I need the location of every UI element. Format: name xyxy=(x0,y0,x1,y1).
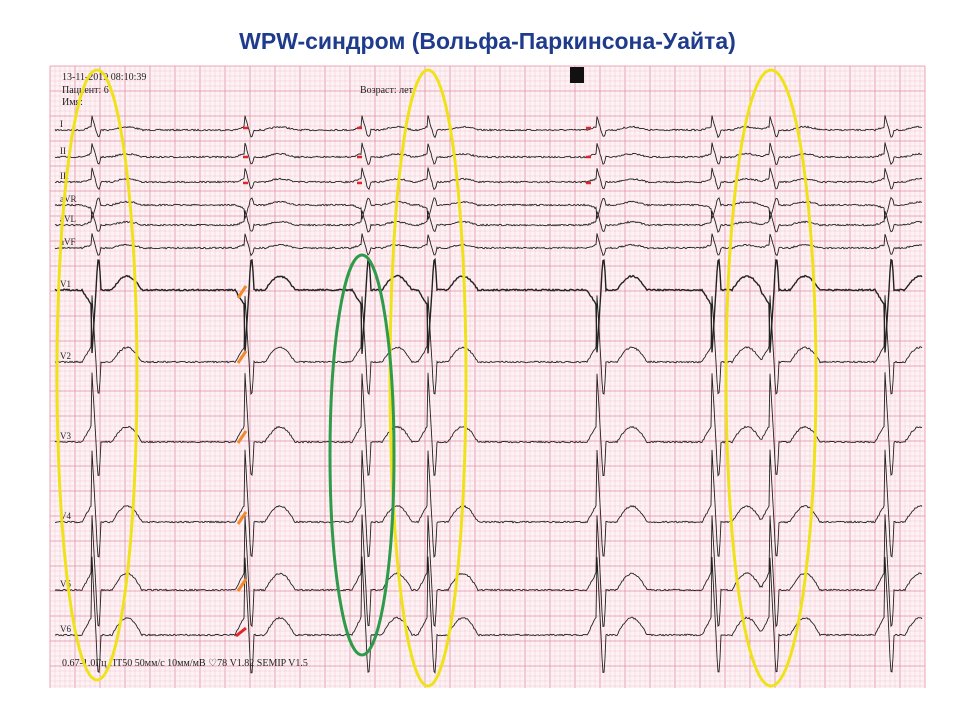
lead-label: V4 xyxy=(60,511,71,521)
ecg-trace xyxy=(54,556,923,674)
ecg-footer: 0.67-1.0Гц ПТ50 50мм/с 10мм/мВ ♡78 V1.82… xyxy=(62,658,308,669)
lead-label: I xyxy=(60,119,63,129)
orange-marker xyxy=(236,578,248,592)
ecg-trace xyxy=(54,115,923,139)
lead-label: aVR xyxy=(60,194,77,204)
yellow-ellipse xyxy=(55,68,139,682)
lead-label: aVL xyxy=(60,214,76,224)
ecg-trace xyxy=(54,209,923,233)
ecg-paper xyxy=(50,66,925,688)
lead-label: V6 xyxy=(60,624,71,634)
ecg-trace xyxy=(54,514,923,628)
green-ellipse xyxy=(328,253,396,657)
ecg-trace xyxy=(54,372,923,477)
yellow-ellipse xyxy=(388,68,468,688)
lead-label: V2 xyxy=(60,351,71,361)
slide-title: WPW-синдром (Вольфа-Паркинсона-Уайта) xyxy=(239,28,736,54)
lead-label: V1 xyxy=(60,279,71,289)
ecg-trace xyxy=(55,449,923,558)
lead-label: III xyxy=(60,171,69,181)
ecg-trace xyxy=(54,295,923,396)
orange-marker xyxy=(236,511,248,525)
lead-label: aVF xyxy=(60,237,76,247)
annotations xyxy=(235,126,591,638)
ecg-age: Возраст: лет xyxy=(360,85,414,96)
ecg-trace xyxy=(54,167,923,191)
orange-marker xyxy=(236,430,248,444)
ecg-patient: Пациент: 6 xyxy=(62,85,109,96)
orange-marker xyxy=(236,350,248,364)
scan-mark xyxy=(570,67,584,83)
ecg-trace xyxy=(54,142,923,166)
lead-label: V5 xyxy=(60,579,71,589)
ecg-trace xyxy=(54,257,923,354)
ecg-name: Имя: xyxy=(62,97,83,108)
ecg-trace xyxy=(54,196,923,220)
lead-label: V3 xyxy=(60,431,71,441)
orange-marker xyxy=(236,285,248,299)
red-marker xyxy=(235,626,247,638)
yellow-ellipse xyxy=(724,68,818,688)
ecg-trace xyxy=(54,233,923,257)
lead-label: II xyxy=(60,146,66,156)
